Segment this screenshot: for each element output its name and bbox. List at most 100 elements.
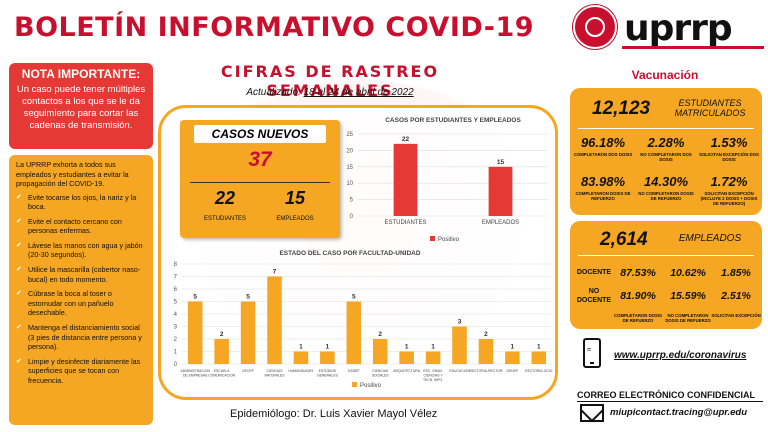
stat-caption: COMPLETARON DOSIS DE REFUERZO <box>614 313 662 323</box>
stat-value: 87.53% <box>620 267 656 279</box>
students-label: ESTUDIANTES <box>203 216 246 222</box>
legend-label: Positivo <box>438 237 460 243</box>
tick-label: GENERALES <box>317 373 338 377</box>
data-label: 1 <box>326 344 330 351</box>
tips-intro: La UPRRP exhorta a todos sus empleados y… <box>16 160 129 188</box>
bar <box>187 301 203 364</box>
data-label: 5 <box>193 294 197 301</box>
new-cases-total: 37 <box>248 148 272 171</box>
tick-label: CIENCIAS Y <box>423 373 443 377</box>
bar <box>267 276 282 364</box>
divider <box>578 128 754 129</box>
bar <box>531 351 547 364</box>
tick-label: EMPLEADOS <box>482 220 519 226</box>
employees-label: EMPLEADOS <box>276 216 314 222</box>
prevention-tips: La UPRRP exhorta a todos sus empleados y… <box>9 155 153 425</box>
envelope-icon <box>580 404 604 422</box>
stat-value: 14.30% <box>643 174 689 189</box>
tick-label: ESC. GRAD. <box>423 369 443 373</box>
tick-label: 0 <box>350 214 354 220</box>
data-label: 2 <box>220 331 224 338</box>
stat-value: 81.90% <box>620 290 656 302</box>
row-label-docente: DOCENTE <box>576 269 612 276</box>
tick-label: 3 <box>174 325 178 331</box>
stat-caption: SOLICITAN EXCEPCIÓN (INCLUYE 2 DOSIS + D… <box>700 191 758 206</box>
updated-line: Actualizado: 18 al 24 de abril de 2022 <box>165 87 495 98</box>
data-label: 5 <box>352 294 356 301</box>
bar <box>505 351 520 364</box>
email-link[interactable]: miupicontact.tracing@upr.edu <box>610 407 747 418</box>
cases-by-group-chart: 0 5 10 15 20 25 22 ESTUDIANTES 15 EMPLEADOS Positi… <box>346 132 548 243</box>
tick-label: ESCUELA <box>214 369 231 373</box>
data-label: 5 <box>246 294 250 301</box>
divider <box>577 401 763 402</box>
bar <box>240 301 256 364</box>
tick-label: EDUCACION <box>449 369 470 373</box>
tick-label: DSSEP <box>348 369 360 373</box>
students-enrolled-label: ESTUDIANTES MATRICULADOS <box>674 98 746 118</box>
tick-label: 1 <box>174 350 178 356</box>
note-text: Un caso puede tener múltiples contactos … <box>16 84 146 131</box>
data-label: 22 <box>402 136 410 143</box>
stat-value: 1.72% <box>710 174 748 189</box>
bar <box>214 339 229 364</box>
bar <box>293 351 309 364</box>
tick-label: TECN. INFO. <box>423 378 443 382</box>
tick-label: DECEP <box>242 369 254 373</box>
new-cases-label: CASOS NUEVOS <box>194 125 326 143</box>
stat-value: 1.53% <box>710 135 748 150</box>
chart-title: CASOS POR ESTUDIANTES Y EMPLEADOS <box>385 117 521 124</box>
employees-label: EMPLEADOS <box>678 233 742 244</box>
brand-underline <box>622 46 764 49</box>
data-label: 1 <box>431 344 435 351</box>
website-link[interactable]: www.uprrp.edu/coronavirus <box>614 350 747 361</box>
data-label: 3 <box>458 319 462 326</box>
tick-label: 2 <box>174 337 178 343</box>
stat-value: 96.18% <box>580 135 626 150</box>
list-item: Evite tocarse los ojos, la nariz y la bo… <box>16 193 146 212</box>
tick-label: ESTUDIOS <box>319 369 337 373</box>
tick-label: 0 <box>174 362 178 368</box>
legend-swatch <box>352 382 357 387</box>
tips-list: Evite tocarse los ojos, la nariz y la bo… <box>16 193 146 386</box>
legend-label: Positivo <box>360 383 382 389</box>
data-label: 1 <box>537 344 541 351</box>
data-label: 7 <box>273 269 277 276</box>
tick-label: NATURALES <box>264 373 285 377</box>
header: BOLETÍN INFORMATIVO COVID-19 uprrp <box>0 0 768 58</box>
list-item: Limpie y desinfecte diariamente las supe… <box>16 357 146 386</box>
employees-vaccination-card: 2,614 EMPLEADOS DOCENTE 87.53% 10.62% 1.… <box>570 221 762 329</box>
vaccination-title: Vacunación <box>631 68 699 82</box>
bar <box>425 351 441 364</box>
list-item: Cúbrase la boca al toser o estornudar co… <box>16 289 146 318</box>
tick-label: 5 <box>174 300 178 306</box>
mail-heading: CORREO ELECTRÓNICO CONFIDENCIAL <box>577 390 756 400</box>
tick-label: 20 <box>346 148 353 154</box>
list-item: Lávese las manos con agua y jabón (20-30… <box>16 241 146 260</box>
tick-label: 7 <box>174 275 178 281</box>
bar <box>346 301 362 364</box>
tick-label: 25 <box>346 132 353 138</box>
data-label: 1 <box>299 344 303 351</box>
list-item: Utilice la mascarilla (cobertor naso-buc… <box>16 265 146 284</box>
brand-logo: uprrp <box>624 8 733 49</box>
stat-value: 15.59% <box>670 290 706 302</box>
new-cases-card: CASOS NUEVOS 37 22 ESTUDIANTES 15 EMPLEA… <box>180 120 340 238</box>
tick-label: 10 <box>346 181 353 187</box>
stat-caption: NO COMPLETARON DOS DOSIS <box>640 152 692 162</box>
data-label: 15 <box>497 159 505 166</box>
stat-value: 10.62% <box>670 267 706 279</box>
list-item: Evite el contacto cercano con personas e… <box>16 217 146 236</box>
employees-count: 15 <box>284 188 306 208</box>
stat-caption: SOLICITAN EXCEPCIÓN DOS DOSIS <box>699 152 759 162</box>
tick-label: SOCIALES <box>372 373 390 377</box>
tick-label: 6 <box>174 287 178 293</box>
tick-label: CIENCIAS <box>266 369 283 373</box>
students-vaccination-card: 12,123 ESTUDIANTES MATRICULADOS 96.18% C… <box>570 88 762 215</box>
stat-value: 83.98% <box>580 174 626 189</box>
updated-label: Actualizado: <box>246 87 301 98</box>
chart-title: ESTADO DEL CASO POR FACULTAD-UNIDAD <box>279 250 421 257</box>
phone-icon: ≈ <box>583 338 601 368</box>
data-label: 1 <box>511 344 515 351</box>
students-enrolled-count: 12,123 <box>592 98 651 119</box>
